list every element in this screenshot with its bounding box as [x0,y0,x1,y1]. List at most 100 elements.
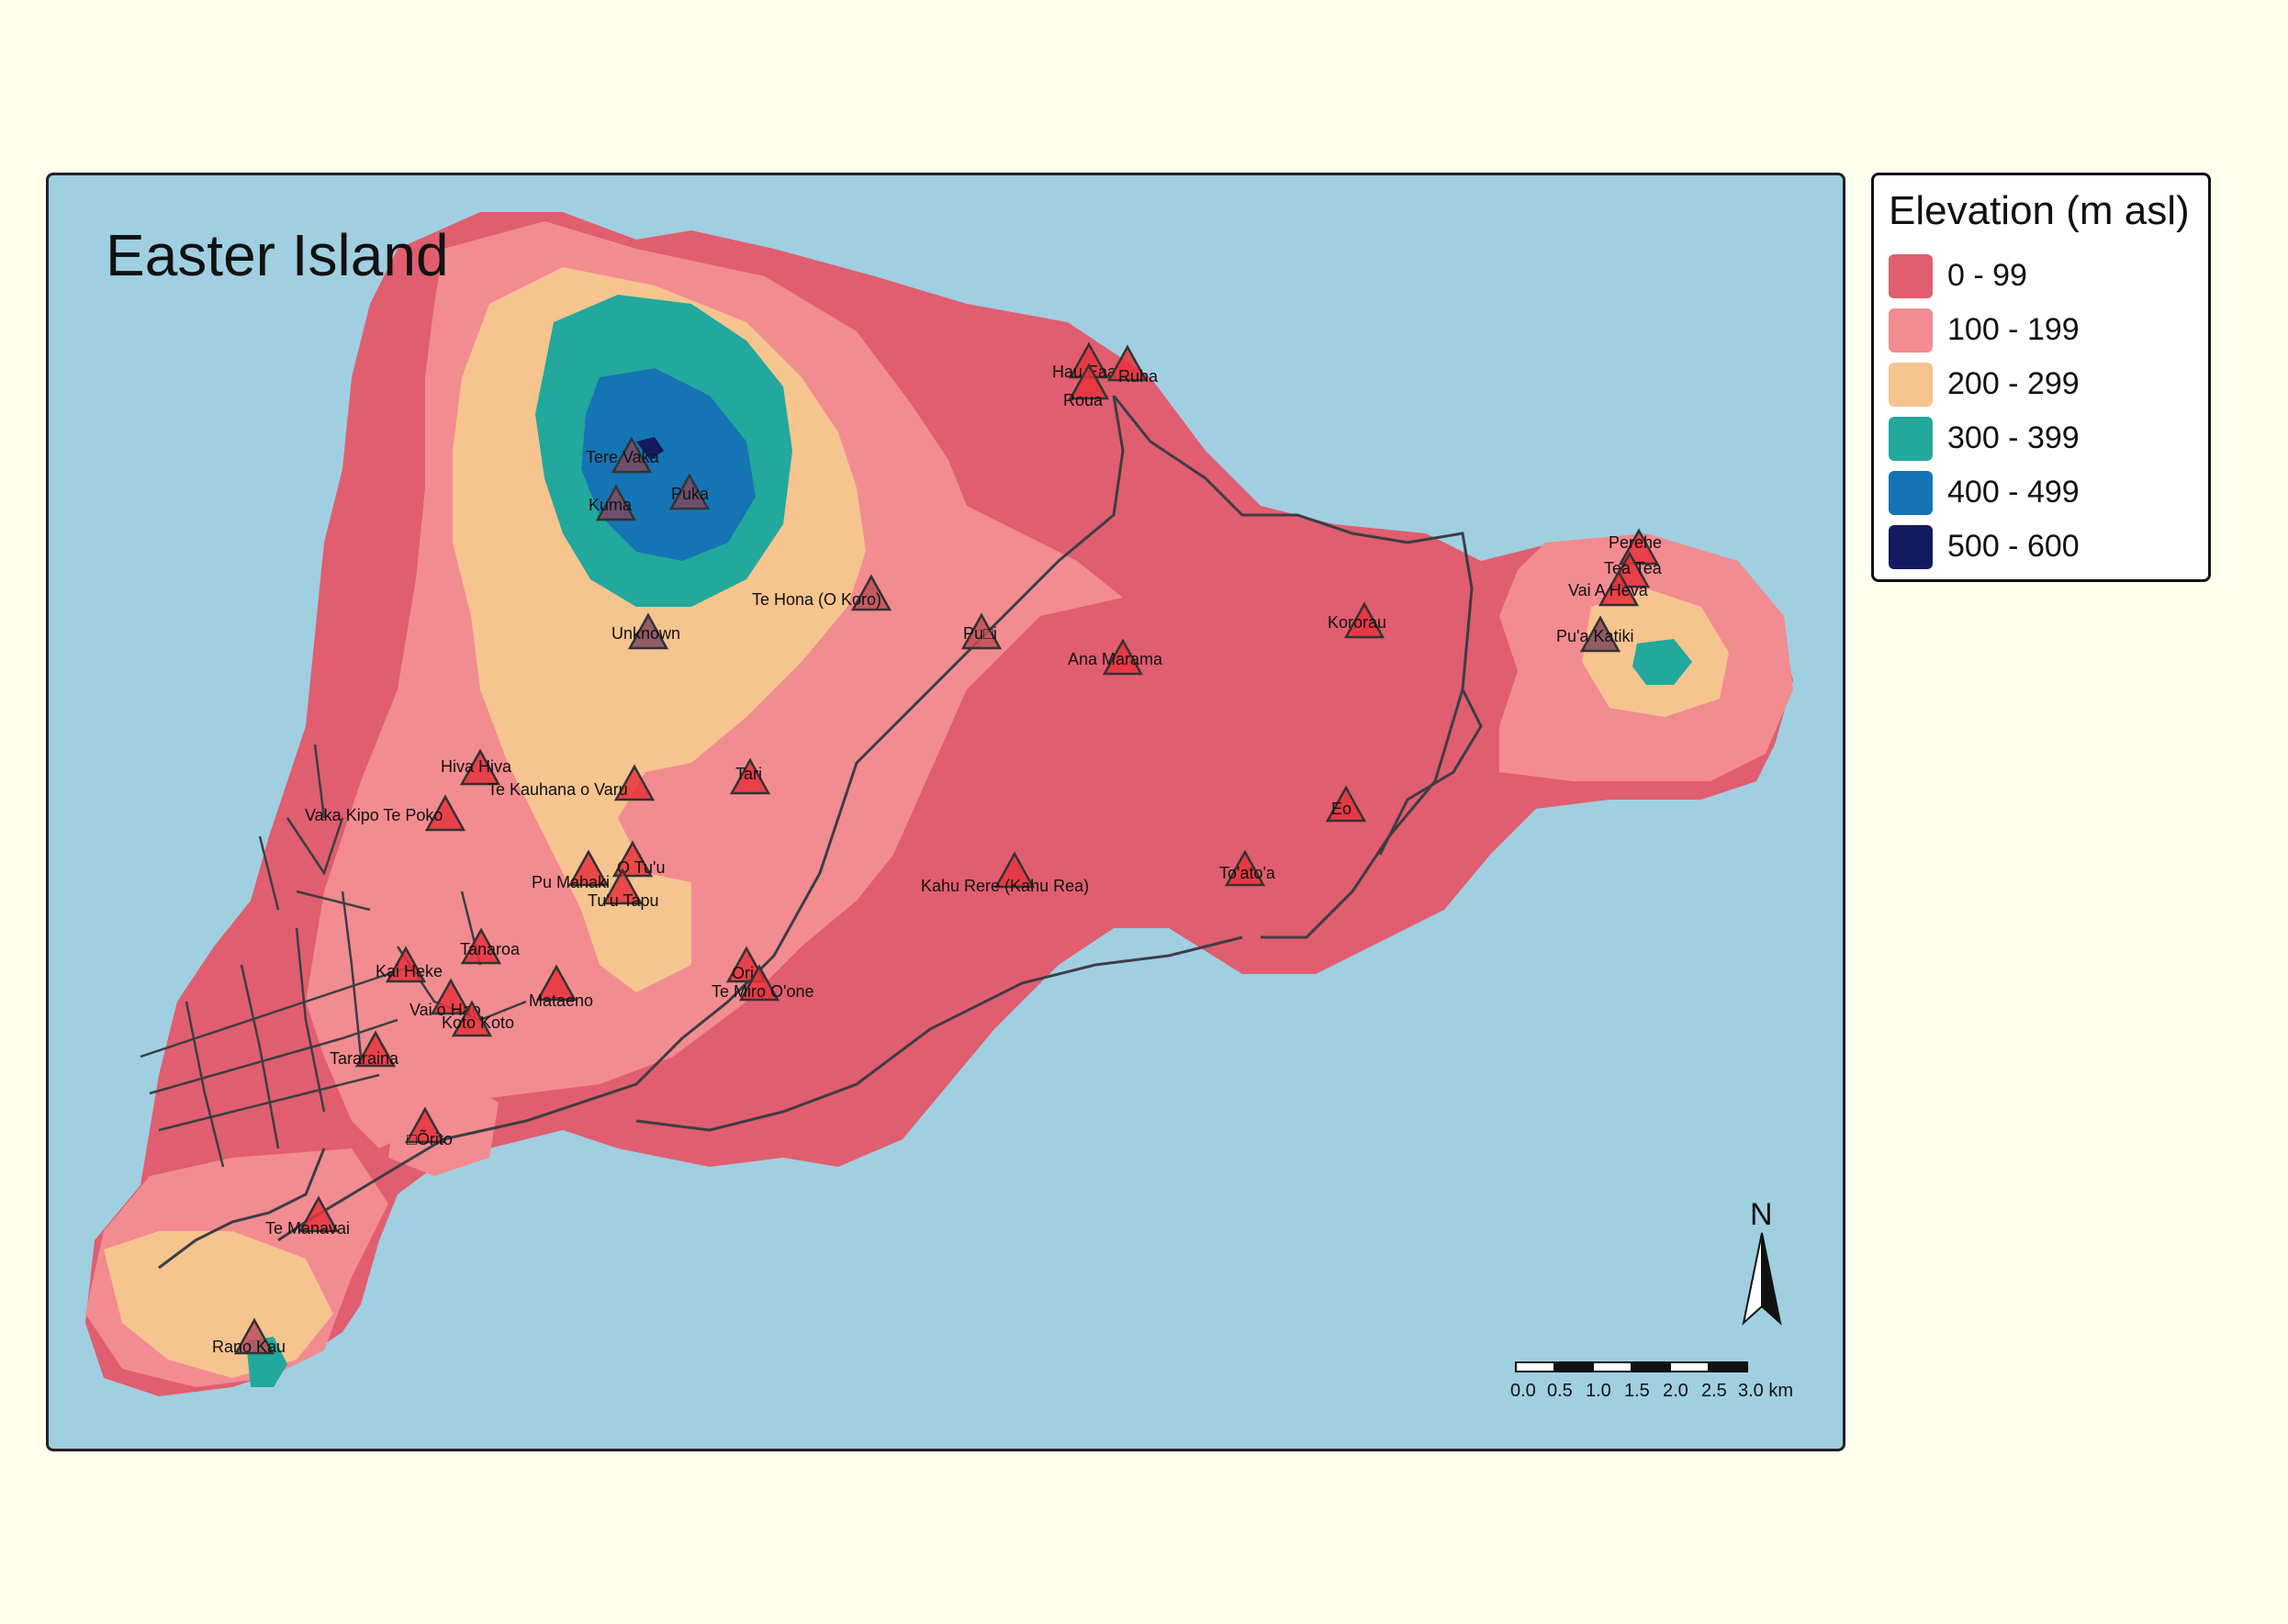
site-label: Tanaroa [460,940,521,958]
site-marker-icon[interactable] [424,794,466,832]
site-marker-icon[interactable] [1106,344,1149,382]
legend-swatch [1889,308,1933,353]
site-marker-icon[interactable] [613,764,656,801]
site-marker-icon[interactable] [354,1030,397,1068]
site-marker-icon[interactable] [850,574,892,611]
site-label: Tea Tea [1604,559,1663,577]
legend-item-0-99: 0 - 99 [1889,249,2193,303]
site-label: Eo [1331,800,1351,818]
site-marker-icon[interactable] [1579,615,1621,653]
elevation-map: 0.0 0.5 1.0 1.5 2.0 2.5 3.0 km N Hau Eaa… [85,212,1793,1401]
site-label: Ana Marama [1068,650,1163,668]
site-label: □Õrito [407,1129,453,1148]
site-marker-icon[interactable] [595,484,637,521]
site-marker-icon[interactable] [611,436,653,474]
scale-label-3: 1.5 [1624,1381,1650,1401]
legend-item-100-199: 100 - 199 [1889,303,2193,357]
road-east [1378,689,1483,856]
svg-text:N: N [1750,1197,1773,1232]
site-label: Te Hona (O Koro) [752,590,881,609]
legend-item-200-299: 200 - 299 [1889,357,2193,411]
legend-swatch [1889,253,1933,298]
site-marker-icon[interactable] [297,1195,340,1233]
road-southwest [158,1148,326,1270]
site-label: Unknown [611,624,680,643]
site-label: Tari [735,765,762,783]
site-marker-icon[interactable] [738,964,780,1002]
legend-swatch [1889,362,1933,407]
scale-label-6: 3.0 km [1738,1381,1793,1401]
site-marker-icon[interactable] [729,757,771,795]
elevation-band-100-199-southwest [388,1075,499,1176]
site-label: Pu□i [963,624,997,643]
map-panel: 0.0 0.5 1.0 1.5 2.0 2.5 3.0 km N Hau Eaa… [46,173,1845,1451]
site-marker-icon[interactable] [1325,785,1367,823]
site-marker-icon[interactable] [1102,638,1144,676]
site-marker-icon[interactable] [1224,849,1266,887]
legend-label: 400 - 499 [1947,475,2080,510]
scale-label-5: 2.5 [1701,1381,1727,1401]
site-marker-icon[interactable] [960,612,1003,650]
site-label: Tu'u Tapu [588,891,659,910]
site-label: Ruha [1118,367,1159,386]
site-label: O Tu'u [617,858,665,877]
legend-swatch [1889,416,1933,461]
site-label: Vai o Hao [409,1001,481,1019]
legend-swatch [1889,470,1933,515]
north-arrow-icon: N [1742,1197,1782,1326]
legend-title: Elevation (m asl) [1889,188,2190,233]
site-marker-icon[interactable] [233,1317,275,1355]
legend-item-400-499: 400 - 499 [1889,465,2193,520]
site-marker-icon[interactable] [601,868,644,905]
site-marker-icon[interactable] [611,840,654,878]
site-marker-icon[interactable] [451,1000,493,1037]
site-label: Tararaina [330,1049,399,1068]
site-label: Vaka Kipo Te Poko [305,806,443,824]
legend-item-500-600: 500 - 600 [1889,520,2193,574]
site-marker-icon[interactable] [535,964,578,1002]
site-label: Kai Heke [376,962,443,980]
site-marker-icon[interactable] [1068,363,1110,400]
site-label: Vai A Heva [1568,581,1649,599]
site-marker-icon[interactable] [567,849,610,887]
site-marker-icon[interactable] [459,748,501,786]
site-marker-icon[interactable] [430,978,472,1015]
site-marker-icon[interactable] [1598,569,1640,607]
site-label: Tere Vaka [586,448,660,466]
legend-label: 200 - 299 [1947,366,2080,401]
elevation-band-500-600 [636,437,664,460]
road-south-coast [635,935,1243,1132]
site-label: Mataeno [529,991,593,1010]
scale-label-2: 1.0 [1586,1381,1611,1401]
map-title: Easter Island [106,222,449,288]
site-label: To'ato'a [1219,864,1276,882]
legend-label: 300 - 399 [1947,420,2080,455]
site-label: Puka [671,485,710,503]
legend-item-300-399: 300 - 399 [1889,411,2193,465]
site-marker-icon[interactable] [404,1106,446,1144]
site-label: Kororau [1328,613,1386,632]
site-label: Kuma [589,496,633,514]
site-label: Kahu Rere (Kahu Rea) [921,877,1089,895]
site-label: Pu'a Katiki [1556,627,1633,645]
site-label: Ori [732,964,754,982]
site-marker-icon[interactable] [385,946,427,983]
site-marker-icon[interactable] [1343,601,1385,639]
site-label: Te Miro O'one [712,982,813,1001]
scale-label-4: 2.0 [1663,1381,1688,1401]
scale-label-1: 0.5 [1547,1381,1573,1401]
site-label: Te Kauhana o Varu [488,780,628,799]
site-label: Perehe [1609,533,1662,552]
site-marker-icon[interactable] [460,927,502,965]
site-label: Pu Mahaki [532,873,610,891]
legend-label: 0 - 99 [1947,258,2027,293]
legend-swatch [1889,524,1933,569]
site-marker-icon[interactable] [627,612,669,650]
legend-label: 500 - 600 [1947,529,2080,564]
site-marker-icon[interactable] [993,851,1036,889]
site-marker-icon[interactable] [668,473,711,510]
road-north-coast [1112,395,1474,939]
elevation-band-300-399-east [1632,639,1692,685]
scale-label-0: 0.0 [1510,1381,1536,1401]
site-label: Te Manavai [265,1219,350,1238]
